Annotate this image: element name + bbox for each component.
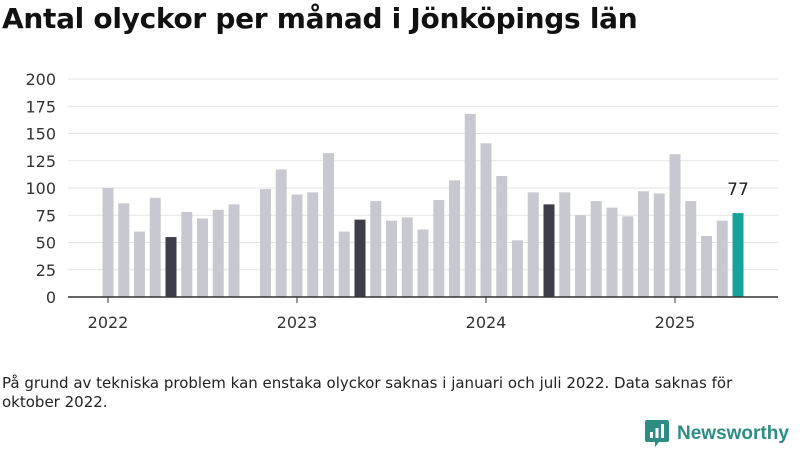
bar-2025-01 [669, 154, 681, 297]
data-label-latest: 77 [727, 180, 749, 200]
bar-2023-05 [354, 219, 366, 297]
bar-2023-12 [464, 113, 476, 297]
bar-2024-10 [622, 216, 634, 297]
y-tick-label: 100 [25, 179, 56, 198]
y-tick-label: 50 [36, 234, 56, 253]
x-tick-label: 2023 [277, 313, 318, 332]
bar-2025-04 [716, 220, 728, 297]
bar-2022-06 [181, 211, 193, 297]
bar-2022-07 [197, 218, 208, 297]
bar-2024-09 [606, 207, 618, 297]
data-labels: 77 [727, 180, 749, 200]
brand-logo[interactable]: Newsworthy [645, 420, 789, 448]
bar-2024-06 [559, 192, 571, 297]
bar-2022-05 [165, 237, 177, 297]
bar-2022-11 [260, 189, 271, 297]
bar-2025-02 [685, 201, 697, 297]
bar-2024-07 [575, 215, 586, 297]
footnote: På grund av tekniska problem kan enstaka… [2, 374, 733, 411]
x-tick-label: 2024 [466, 313, 507, 332]
y-tick-label: 75 [36, 206, 56, 225]
y-tick-label: 25 [36, 261, 56, 280]
bar-2023-02 [307, 192, 319, 297]
bar-2024-03 [512, 240, 523, 297]
bar-2024-01 [480, 143, 492, 297]
bar-2023-10 [433, 199, 445, 297]
y-tick-label: 175 [25, 97, 56, 116]
bar-2022-01 [102, 188, 114, 297]
x-axis-ticks: 2022 2023 2024 2025 [88, 297, 696, 332]
bar-2023-09 [417, 229, 429, 297]
bar-2024-11 [638, 191, 649, 297]
bar-2024-04 [527, 192, 539, 297]
bar-2022-09 [228, 204, 240, 297]
brand-name: Newsworthy [677, 423, 789, 444]
y-axis-ticks: 200 175 150 125 100 75 50 25 0 [25, 70, 56, 307]
bar-2023-01 [291, 194, 303, 297]
bar-2024-02 [496, 176, 508, 297]
bars [102, 113, 744, 297]
bar-2022-08 [212, 209, 224, 297]
bar-2022-04 [149, 197, 161, 297]
bar-2023-08 [401, 217, 413, 297]
bar-2024-12 [653, 193, 665, 297]
bar-2022-12 [275, 169, 287, 297]
x-tick-label: 2022 [88, 313, 129, 332]
bar-2023-04 [338, 231, 350, 297]
bar-2022-03 [134, 231, 145, 297]
bar-2023-06 [370, 201, 382, 297]
bar-2025-05 [732, 213, 744, 297]
x-tick-label: 2025 [655, 313, 696, 332]
bar-2024-08 [590, 201, 602, 297]
y-tick-label: 125 [25, 152, 56, 171]
bar-2023-11 [449, 180, 460, 297]
bar-2025-03 [701, 235, 712, 297]
chart-title: Antal olyckor per månad i Jönköpings län [2, 2, 638, 35]
y-tick-label: 0 [46, 288, 56, 307]
newsworthy-logo-icon [645, 420, 669, 447]
y-tick-label: 150 [25, 125, 56, 144]
bar-2023-03 [323, 153, 334, 297]
y-tick-label: 200 [25, 70, 56, 89]
bar-2023-07 [386, 220, 397, 297]
bar-2024-05 [543, 204, 555, 297]
bar-2022-02 [118, 203, 130, 297]
